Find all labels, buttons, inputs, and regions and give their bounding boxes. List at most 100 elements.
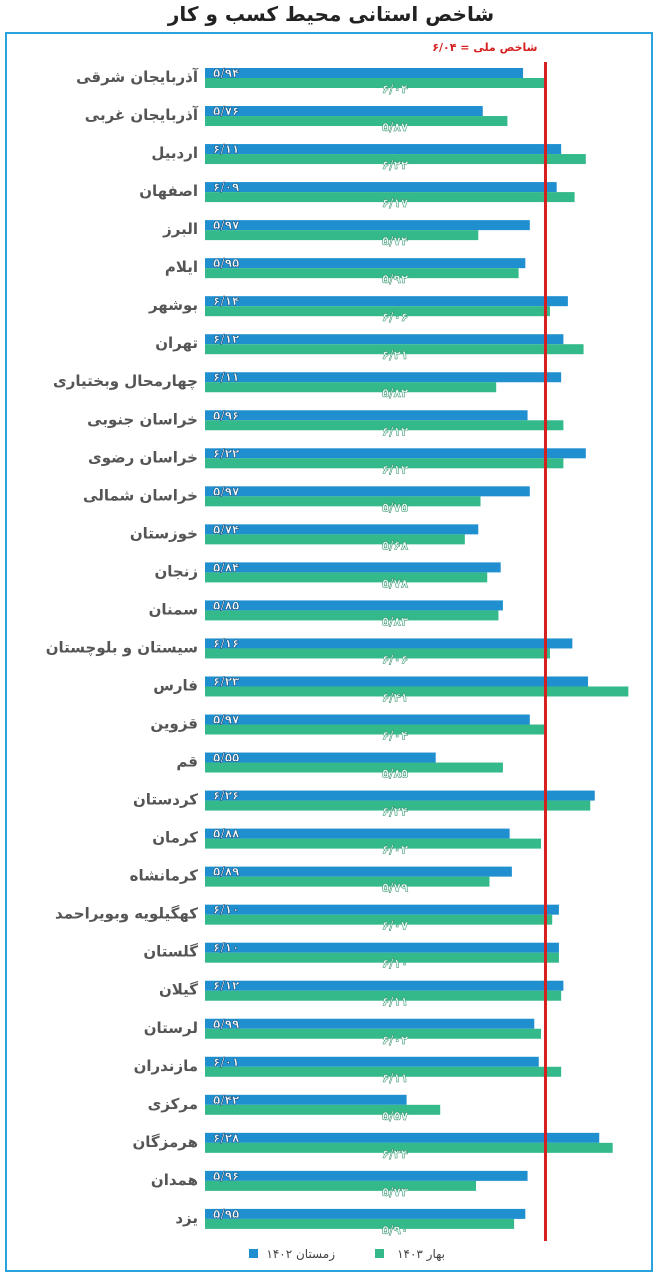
data-label-spring: ۶/۳۴ <box>382 1147 408 1161</box>
bar-winter-1402 <box>205 1170 528 1181</box>
chart-title: شاخص استانی محیط کسب و کار <box>167 2 495 26</box>
data-label-winter: ۶/۲۳ <box>213 674 240 688</box>
category-label: گیلان <box>159 981 198 999</box>
bar-winter-1402 <box>205 106 483 117</box>
bar-winter-1402 <box>205 220 530 231</box>
bar-spring-1403 <box>205 230 479 241</box>
data-label-winter: ۶/۲۸ <box>213 1131 240 1145</box>
category-label: فارس <box>153 676 198 694</box>
category-label: مرکزی <box>148 1095 198 1113</box>
bar-winter-1402 <box>205 372 562 383</box>
data-label-spring: ۵/۷۸ <box>382 576 409 590</box>
bar-spring-1403 <box>205 838 541 849</box>
data-label-winter: ۵/۹۶ <box>213 1169 239 1183</box>
category-label: سیستان و بلوچستان <box>46 638 198 657</box>
data-label-spring: ۶/۰۴ <box>382 729 408 743</box>
bar-winter-1402 <box>205 486 530 497</box>
bar-spring-1403 <box>205 610 499 621</box>
data-label-winter: ۵/۸۵ <box>213 598 239 612</box>
chart-frame <box>5 32 653 1272</box>
bar-spring-1403 <box>205 192 575 203</box>
bar-winter-1402 <box>205 1018 535 1029</box>
category-label: کرمان <box>152 829 198 847</box>
category-label: قم <box>176 753 198 771</box>
bar-winter-1402 <box>205 258 526 269</box>
bar-spring-1403 <box>205 1028 541 1039</box>
data-label-winter: ۵/۹۷ <box>213 484 240 498</box>
data-label-winter: ۵/۸۹ <box>213 865 240 879</box>
bar-winter-1402 <box>205 600 503 611</box>
data-label-spring: ۵/۹۲ <box>382 272 409 286</box>
category-label: اصفهان <box>139 182 198 200</box>
bar-winter-1402 <box>205 714 530 725</box>
data-label-winter: ۵/۹۷ <box>213 218 240 232</box>
bar-winter-1402 <box>205 448 586 459</box>
bar-spring-1403 <box>205 572 488 583</box>
bar-spring-1403 <box>205 116 508 127</box>
data-label-spring: ۶/۱۱ <box>382 1071 408 1085</box>
plot-area: آذربایجان شرقی ۵/۹۴ ۶/۰۴ آذربایجان غربی ۵/۷۶… <box>46 41 629 1262</box>
data-label-spring: ۵/۶۸ <box>382 538 409 552</box>
data-label-winter: ۵/۵۵ <box>213 751 239 765</box>
bar-winter-1402 <box>205 296 568 307</box>
bar-spring-1403 <box>205 990 562 1001</box>
bar-spring-1403 <box>205 1218 515 1229</box>
bar-spring-1403 <box>205 344 584 355</box>
data-label-spring: ۵/۷۵ <box>382 500 408 514</box>
legend-swatch-winter <box>249 1249 258 1258</box>
bar-spring-1403 <box>205 762 503 773</box>
data-label-winter: ۶/۱۴ <box>213 294 239 308</box>
bar-spring-1403 <box>205 496 481 507</box>
bar-winter-1402 <box>205 144 562 155</box>
category-label: ایلام <box>165 258 198 276</box>
data-label-spring: ۶/۰۴ <box>382 82 408 96</box>
category-label: آذربایجان شرقی <box>76 68 199 86</box>
category-label: البرز <box>162 220 198 238</box>
category-label: همدان <box>151 1171 198 1189</box>
data-label-winter: ۶/۱۲ <box>213 979 240 993</box>
data-label-spring: ۶/۰۶ <box>382 652 408 666</box>
data-label-spring: ۶/۰۲ <box>382 843 409 857</box>
bar-winter-1402 <box>205 676 589 687</box>
data-label-spring: ۶/۰۶ <box>382 310 408 324</box>
data-label-winter: ۵/۷۶ <box>213 104 239 118</box>
bar-winter-1402 <box>205 980 564 991</box>
bar-spring-1403 <box>205 534 465 545</box>
category-label: تهران <box>155 334 198 352</box>
bar-spring-1403 <box>205 724 546 735</box>
bar-winter-1402 <box>205 866 512 877</box>
bar-spring-1403 <box>205 1142 613 1153</box>
bar-winter-1402 <box>205 524 479 535</box>
bar-spring-1403 <box>205 154 586 165</box>
data-label-spring: ۶/۰۷ <box>382 919 409 933</box>
bar-winter-1402 <box>205 942 559 953</box>
category-label: کرمانشاه <box>130 867 199 885</box>
data-label-winter: ۵/۹۵ <box>213 1207 239 1221</box>
category-label: قزوین <box>150 715 198 733</box>
category-label: هرمزگان <box>132 1133 198 1151</box>
data-label-spring: ۵/۷۴ <box>382 234 408 248</box>
bar-winter-1402 <box>205 334 564 345</box>
bar-winter-1402 <box>205 828 510 839</box>
bar-spring-1403 <box>205 306 550 317</box>
data-label-spring: ۵/۵۷ <box>382 1109 409 1123</box>
bar-winter-1402 <box>205 1056 539 1067</box>
data-label-spring: ۶/۱۷ <box>382 196 409 210</box>
bar-spring-1403 <box>205 458 564 469</box>
data-label-spring: ۶/۱۲ <box>382 424 409 438</box>
data-label-winter: ۶/۱۱ <box>213 370 239 384</box>
data-label-spring: ۶/۲۱ <box>382 348 408 362</box>
data-label-spring: ۵/۸۳ <box>382 614 409 628</box>
data-label-spring: ۶/۱۲ <box>382 462 409 476</box>
data-label-winter: ۶/۱۶ <box>213 636 239 650</box>
bar-winter-1402 <box>205 790 595 801</box>
bar-spring-1403 <box>205 1180 477 1191</box>
data-label-spring: ۵/۸۲ <box>382 386 409 400</box>
category-label: سمنان <box>149 600 198 618</box>
bar-spring-1403 <box>205 1066 562 1077</box>
category-label: زنجان <box>154 562 198 580</box>
bar-winter-1402 <box>205 1208 526 1219</box>
data-label-spring: ۵/۸۵ <box>382 767 408 781</box>
bar-spring-1403 <box>205 876 490 887</box>
bar-spring-1403 <box>205 952 559 963</box>
